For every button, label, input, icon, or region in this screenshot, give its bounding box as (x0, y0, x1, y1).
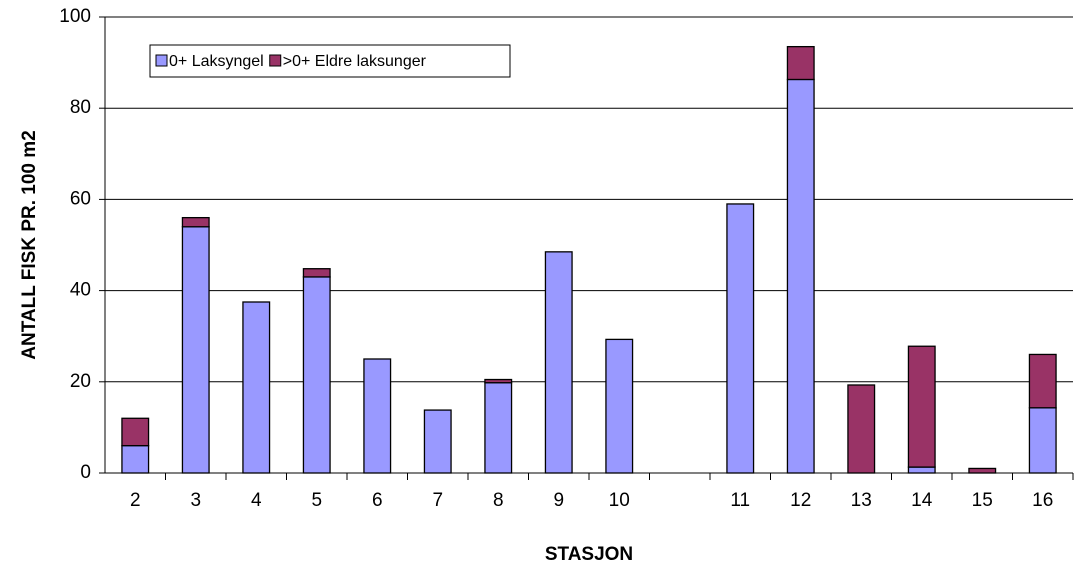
legend-box (149, 44, 511, 78)
bar-segment (121, 444, 150, 474)
x-tick-label: 2 (130, 490, 141, 511)
y-tick-label: 0 (80, 462, 91, 483)
x-tick-label: 3 (190, 490, 201, 511)
bar-segment (302, 276, 331, 474)
bar-segment (181, 216, 210, 228)
x-axis-title: STASJON (545, 544, 633, 565)
legend-label: >0+ Eldre laksunger (283, 53, 427, 70)
bar-segment (1028, 407, 1057, 474)
bar-segment (544, 251, 573, 474)
legend: 0+ Laksyngel >0+ Eldre laksunger (149, 44, 511, 78)
bar-segment (1028, 353, 1057, 409)
legend-swatch (155, 54, 168, 67)
y-tick-label: 80 (70, 97, 91, 118)
x-tick-label: 6 (372, 490, 383, 511)
bar-segment (847, 384, 876, 474)
x-tick-label: 10 (609, 490, 630, 511)
bar-segment (181, 226, 210, 474)
y-tick-label: 20 (70, 371, 91, 392)
x-tick-label: 4 (251, 490, 262, 511)
y-tick-label: 60 (70, 188, 91, 209)
x-tick-label: 16 (1032, 490, 1053, 511)
x-tick-label: 12 (790, 490, 811, 511)
bar-segment (363, 358, 392, 474)
x-tick-label: 9 (553, 490, 564, 511)
bar-segment (786, 45, 815, 81)
bar-segment (484, 378, 513, 384)
bar-segment (484, 382, 513, 474)
bar-segment (786, 78, 815, 474)
bar-segment (302, 268, 331, 278)
y-tick-label: 100 (59, 6, 91, 27)
bar-segment (242, 301, 271, 474)
x-tick-label: 8 (493, 490, 504, 511)
x-tick-label: 13 (851, 490, 872, 511)
x-tick-label: 5 (311, 490, 322, 511)
bar-segment (605, 338, 634, 474)
x-tick-label: 15 (972, 490, 993, 511)
y-axis-title: ANTALL FISK PR. 100 m2 (19, 130, 40, 359)
legend-swatch (269, 54, 282, 67)
bar-segment (121, 417, 150, 447)
bar-segment (907, 466, 936, 474)
bar-segment (907, 345, 936, 468)
bar-segment (726, 203, 755, 474)
x-tick-label: 7 (432, 490, 443, 511)
legend-label: 0+ Laksyngel (169, 53, 264, 70)
x-tick-label: 14 (911, 490, 933, 511)
bar-segment (423, 409, 452, 474)
bar-segment (968, 467, 997, 474)
x-tick-label: 11 (730, 490, 750, 511)
y-tick-label: 40 (70, 280, 91, 301)
